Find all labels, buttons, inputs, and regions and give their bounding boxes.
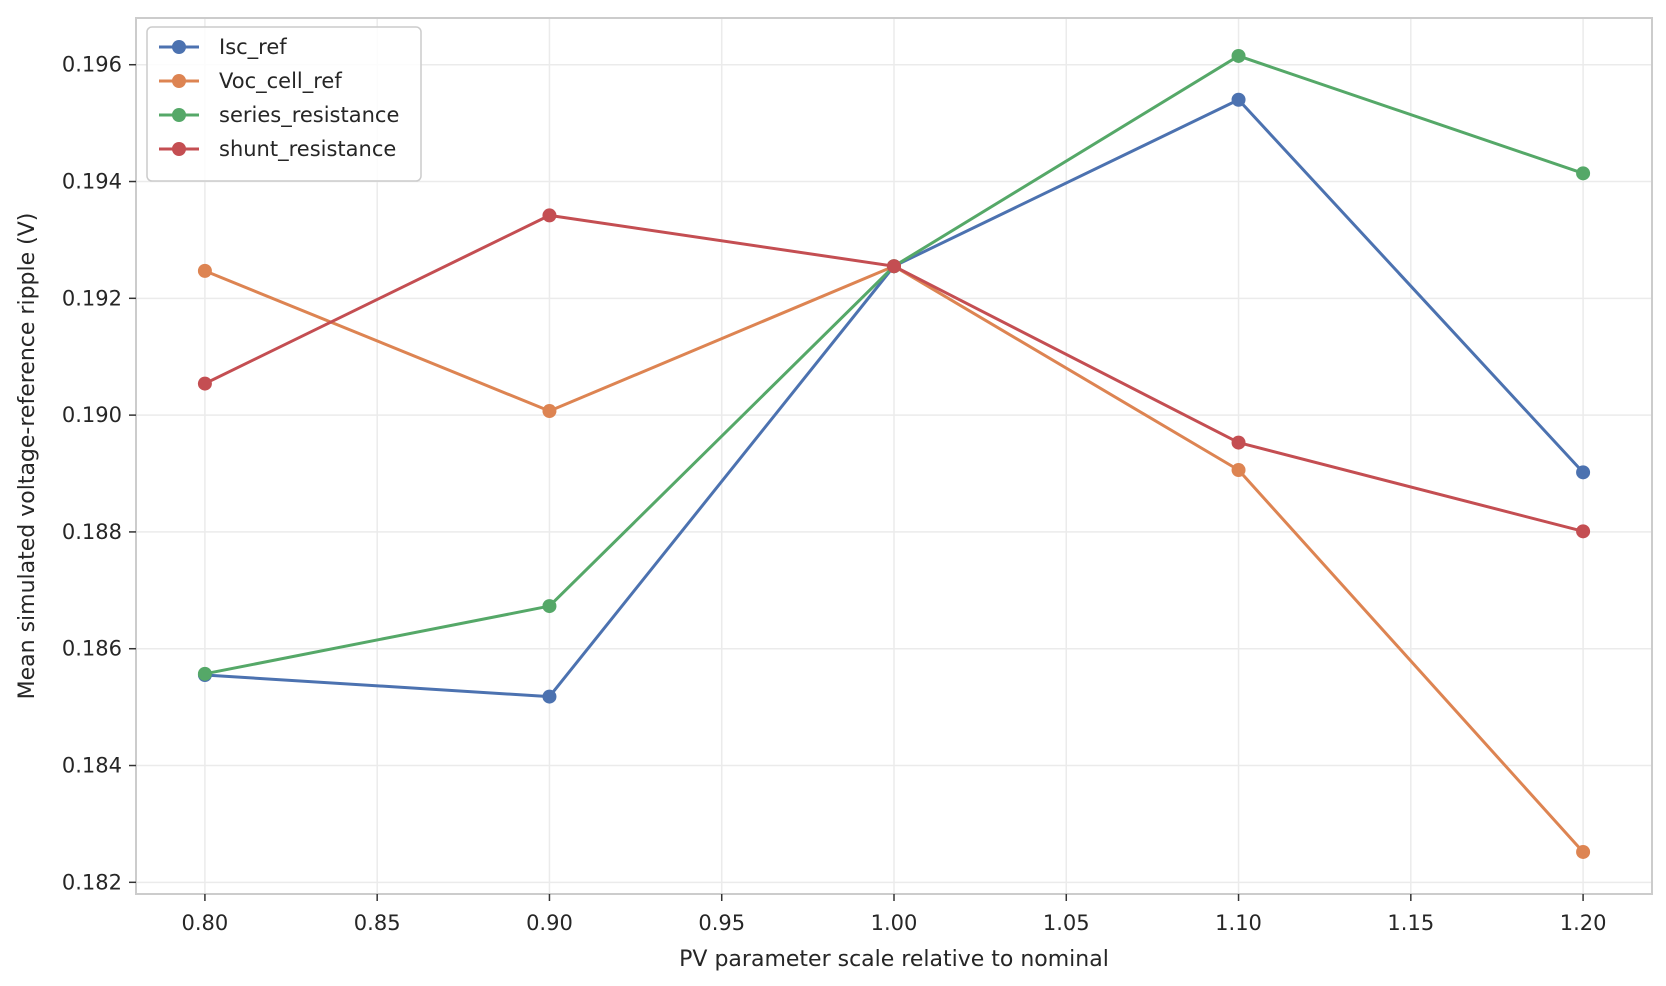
data-point — [542, 404, 557, 419]
legend-item: Voc_cell_ref — [159, 69, 342, 94]
x-tick-label: 0.80 — [182, 911, 229, 935]
x-tick-label: 0.85 — [354, 911, 401, 935]
data-point — [1231, 48, 1246, 63]
data-point — [1576, 465, 1591, 480]
legend-label: shunt_resistance — [219, 137, 396, 162]
legend-box — [146, 26, 422, 182]
data-point — [1576, 524, 1591, 539]
y-tick-label: 0.196 — [62, 53, 122, 77]
data-point — [542, 208, 557, 223]
data-point — [887, 259, 901, 274]
legend-marker — [172, 40, 186, 54]
legend-label: Isc_ref — [219, 35, 287, 60]
x-tick-label: 1.05 — [1043, 911, 1090, 935]
data-point — [542, 599, 557, 614]
x-axis-label: PV parameter scale relative to nominal — [679, 947, 1109, 972]
legend-marker — [172, 74, 186, 88]
data-point — [1231, 463, 1246, 478]
data-point — [1231, 435, 1246, 450]
data-series — [197, 48, 1591, 859]
x-tick-label: 0.90 — [526, 911, 573, 935]
x-tick-label: 0.95 — [698, 911, 745, 935]
data-point — [197, 376, 212, 391]
grid-lines — [136, 18, 1652, 894]
legend-item: Isc_ref — [159, 35, 287, 60]
y-tick-label: 0.182 — [62, 870, 122, 894]
y-tick-label: 0.184 — [62, 754, 122, 778]
x-tick-label: 1.00 — [871, 911, 918, 935]
legend-marker — [172, 108, 186, 122]
legend: Isc_ref Voc_cell_ref series_resistanceshun… — [146, 26, 422, 182]
legend-item: shunt_resistance — [159, 137, 396, 162]
data-point — [1576, 844, 1591, 859]
legend-marker — [172, 142, 186, 156]
y-tick-label: 0.194 — [62, 170, 122, 194]
data-point — [542, 689, 557, 704]
data-point — [197, 263, 212, 278]
y-tick-label: 0.186 — [62, 637, 122, 661]
legend-label: series_resistance — [219, 103, 399, 128]
data-point — [197, 666, 212, 681]
y-tick-label: 0.188 — [62, 520, 122, 544]
x-tick-label: 1.10 — [1215, 911, 1262, 935]
x-tick-label: 1.15 — [1387, 911, 1434, 935]
data-point — [1576, 166, 1591, 181]
y-tick-label: 0.190 — [62, 403, 122, 427]
x-tick-label: 1.20 — [1560, 911, 1607, 935]
y-axis-label: Mean simulated voltage-reference ripple … — [15, 213, 40, 700]
legend-label: Voc_cell_ref — [219, 69, 342, 94]
legend-item: series_resistance — [159, 103, 399, 128]
y-tick-label: 0.192 — [62, 286, 122, 310]
data-point — [1231, 92, 1246, 107]
axis-ticks: 0.80 0.85 0.90 0.95 1.00 1.05 1.10 1.15 1.20 0.18… — [62, 53, 1607, 935]
series-shunt-resistance — [197, 208, 1591, 539]
